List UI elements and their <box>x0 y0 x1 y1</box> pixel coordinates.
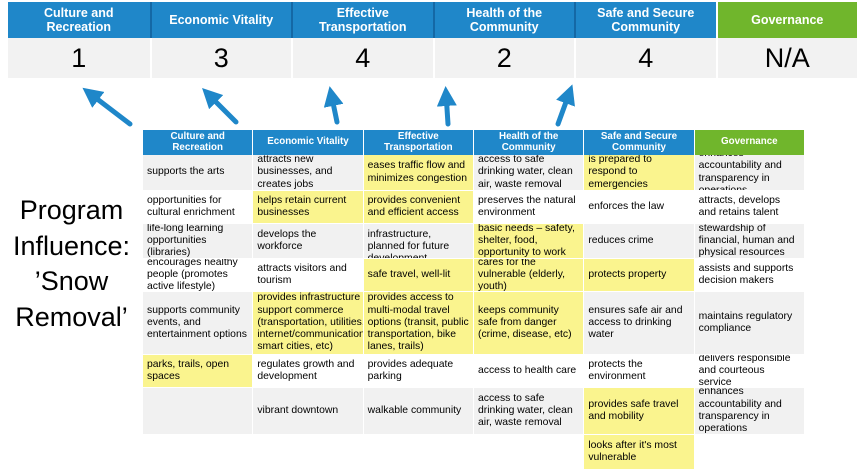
priority-column-health: Health of the Community 2 <box>432 2 574 78</box>
title-line: Removal’ <box>15 301 128 332</box>
matrix-cell: provides adequate parking <box>363 355 473 387</box>
matrix-body: supports the arts attracts new businesses… <box>143 155 804 469</box>
priority-matrix-table: Culture and Recreation Economic Vitality… <box>143 130 804 469</box>
matrix-cell: walkable community <box>363 388 473 434</box>
matrix-cell: assists and supports decision makers <box>694 259 804 291</box>
matrix-cell: keeps community safe from danger (crime,… <box>474 292 584 354</box>
priority-score: 2 <box>432 38 574 78</box>
matrix-cell: eases traffic flow and minimizes congest… <box>363 155 473 190</box>
matrix-cell: enhances accountability and transparency… <box>694 388 804 434</box>
priority-score: 3 <box>149 38 291 78</box>
priority-column-culture: Culture and Recreation 1 <box>8 2 150 78</box>
matrix-cell <box>143 435 253 469</box>
matrix-cell: provides infrastructure to support comme… <box>253 292 363 354</box>
matrix-header-culture: Culture and Recreation <box>143 130 253 155</box>
priority-score: N/A <box>715 38 857 78</box>
priority-column-transportation: Effective Transportation 4 <box>291 2 433 78</box>
matrix-cell: parks, trails, open spaces <box>143 355 253 387</box>
matrix-cell: well-maintained infrastructure, planned … <box>363 224 473 258</box>
matrix-header-governance: Governance <box>694 130 804 155</box>
matrix-header-safe: Safe and Secure Community <box>584 130 694 155</box>
matrix-cell: basic needs – safety, shelter, food, opp… <box>474 224 584 258</box>
priority-column-safe: Safe and Secure Community 4 <box>574 2 716 78</box>
priority-score: 4 <box>291 38 433 78</box>
matrix-cell: provides safe travel and mobility <box>584 388 694 434</box>
matrix-cell: ensures safe air and access to drinking … <box>584 292 694 354</box>
priority-score-band: Culture and Recreation 1 Economic Vitali… <box>8 2 857 78</box>
matrix-cell <box>694 435 804 469</box>
title-line: Influence: <box>12 230 131 261</box>
priority-header: Governance <box>715 2 857 38</box>
program-influence-title: Program Influence: ’Snow Removal’ <box>0 193 143 336</box>
priority-header: Health of the Community <box>432 2 574 38</box>
matrix-cell: supports the arts <box>143 155 253 190</box>
title-line: ’Snow <box>34 266 109 297</box>
matrix-cell: life-long learning opportunities (librar… <box>143 224 253 258</box>
priority-header: Effective Transportation <box>291 2 433 38</box>
matrix-cell: preserves the natural environment <box>474 191 584 223</box>
priority-column-governance: Governance N/A <box>715 2 857 78</box>
matrix-cell: looks after it's most vulnerable <box>584 435 694 469</box>
matrix-cell: encourages healthy people (promotes acti… <box>143 259 253 291</box>
matrix-cell: opportunities for cultural enrichment <box>143 191 253 223</box>
matrix-cell: is prepared to respond to emergencies <box>584 155 694 190</box>
matrix-cell: attracts new businesses, and creates job… <box>253 155 363 190</box>
matrix-cell: provides access to multi-modal travel op… <box>363 292 473 354</box>
matrix-cell: access to safe drinking water, clean air… <box>474 388 584 434</box>
matrix-cell: vibrant downtown <box>253 388 363 434</box>
matrix-header-health: Health of the Community <box>474 130 584 155</box>
matrix-cell: supports community events, and entertain… <box>143 292 253 354</box>
matrix-cell: attracts, develops and retains talent <box>694 191 804 223</box>
matrix-cell: develops the workforce <box>253 224 363 258</box>
matrix-cell <box>363 435 473 469</box>
up-arrows-icon <box>82 84 575 127</box>
matrix-cell: provides convenient and efficient access <box>363 191 473 223</box>
matrix-cell: enhances accountability and transparency… <box>694 155 804 190</box>
matrix-cell: attracts visitors and tourism <box>253 259 363 291</box>
matrix-cell: cares for the vulnerable (elderly, youth… <box>474 259 584 291</box>
priority-score: 4 <box>574 38 716 78</box>
matrix-cell: stewardship of financial, human and phys… <box>694 224 804 258</box>
matrix-cell <box>474 435 584 469</box>
matrix-cell <box>253 435 363 469</box>
title-line: Program <box>19 195 124 225</box>
matrix-cell: protects property <box>584 259 694 291</box>
matrix-cell: maintains regulatory compliance <box>694 292 804 354</box>
priority-header: Culture and Recreation <box>8 2 150 38</box>
matrix-cell: protects the environment <box>584 355 694 387</box>
matrix-cell: enforces the law <box>584 191 694 223</box>
matrix-cell: helps retain current businesses <box>253 191 363 223</box>
priority-column-economic: Economic Vitality 3 <box>149 2 291 78</box>
matrix-header-row: Culture and Recreation Economic Vitality… <box>143 130 804 155</box>
matrix-header-transportation: Effective Transportation <box>363 130 473 155</box>
priority-header: Safe and Secure Community <box>574 2 716 38</box>
matrix-cell: delivers responsible and courteous servi… <box>694 355 804 387</box>
matrix-cell: access to safe drinking water, clean air… <box>474 155 584 190</box>
matrix-cell: reduces crime <box>584 224 694 258</box>
matrix-cell: access to health care <box>474 355 584 387</box>
priority-header: Economic Vitality <box>149 2 291 38</box>
matrix-header-economic: Economic Vitality <box>253 130 363 155</box>
matrix-cell: regulates growth and development <box>253 355 363 387</box>
priority-score: 1 <box>8 38 150 78</box>
matrix-cell: safe travel, well-lit <box>363 259 473 291</box>
matrix-cell <box>143 388 253 434</box>
